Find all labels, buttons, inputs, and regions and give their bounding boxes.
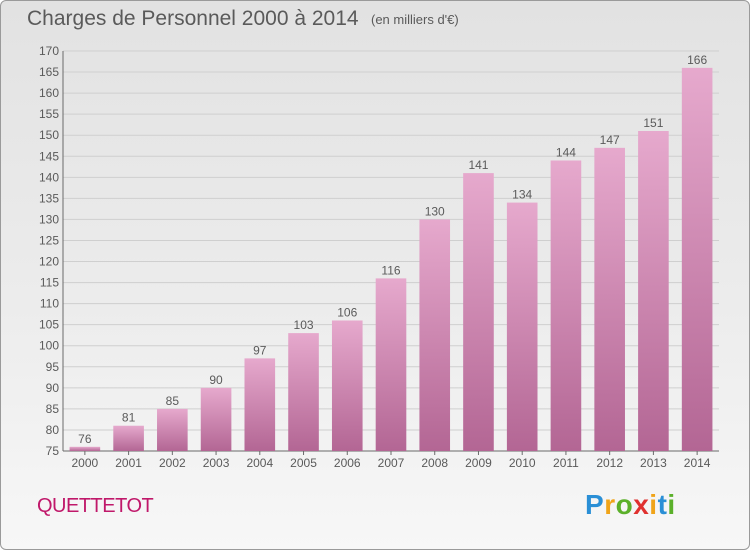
x-tick-label: 2000	[72, 456, 99, 470]
data-label: 90	[209, 373, 223, 387]
x-tick-label: 2012	[596, 456, 623, 470]
bar	[638, 131, 669, 451]
data-label: 130	[425, 204, 445, 218]
data-label: 76	[78, 432, 92, 446]
logo-letter: P	[585, 489, 605, 520]
y-tick-label: 95	[46, 360, 60, 374]
y-tick-label: 115	[40, 276, 59, 290]
y-tick-label: 155	[39, 107, 59, 121]
bar	[331, 320, 363, 451]
data-label: 144	[556, 145, 576, 159]
y-tick-label: 150	[39, 128, 59, 142]
x-tick-label: 2011	[553, 456, 579, 470]
bar	[113, 425, 144, 451]
data-label: 147	[600, 133, 620, 147]
x-tick-label: 2007	[378, 456, 405, 470]
bar	[463, 173, 494, 451]
y-tick-label: 105	[39, 318, 59, 332]
x-tick-label: 2003	[203, 456, 230, 470]
chart-title: Charges de Personnel 2000 à 2014	[27, 7, 359, 30]
data-label: 85	[166, 394, 180, 408]
x-tick-label: 2014	[684, 456, 711, 470]
y-tick-label: 170	[39, 44, 59, 58]
y-tick-label: 90	[46, 381, 60, 395]
y-tick-label: 120	[39, 255, 59, 269]
logo-letter: i	[649, 489, 658, 520]
bar	[244, 358, 276, 451]
y-tick-label: 130	[39, 212, 59, 226]
logo-letter: i	[667, 489, 676, 520]
y-tick-label: 75	[46, 444, 60, 458]
x-tick-label: 2005	[290, 456, 317, 470]
data-label: 103	[294, 318, 314, 332]
bar	[681, 67, 713, 451]
bar	[506, 202, 538, 451]
data-label: 134	[512, 188, 532, 202]
x-tick-label: 2002	[159, 456, 186, 470]
data-label: 106	[337, 305, 357, 319]
x-tick-label: 2008	[421, 456, 448, 470]
data-label: 141	[468, 158, 488, 172]
y-tick-label: 145	[39, 149, 59, 163]
x-tick-label: 2010	[509, 456, 536, 470]
bar	[550, 160, 582, 451]
bar	[375, 278, 407, 451]
x-tick-label: 2013	[640, 456, 667, 470]
y-tick-label: 140	[39, 170, 59, 184]
data-label: 166	[687, 53, 707, 67]
y-tick-label: 125	[39, 233, 59, 247]
chart-unit: (en milliers d'€)	[371, 12, 459, 27]
data-label: 81	[122, 411, 136, 425]
logo-letter: t	[657, 489, 668, 520]
x-tick-label: 2006	[334, 456, 361, 470]
data-label: 97	[253, 343, 267, 357]
bar	[594, 147, 625, 451]
bar	[288, 333, 319, 451]
commune-name: QUETTETOT	[37, 495, 154, 517]
data-label: 151	[643, 116, 663, 130]
logo-letter: x	[633, 489, 650, 520]
logo-letter: r	[604, 489, 616, 520]
data-label: 116	[381, 263, 400, 277]
x-tick-label: 2004	[246, 456, 273, 470]
bar	[157, 408, 188, 451]
proxiti-logo: Proxiti	[585, 489, 676, 521]
y-tick-label: 165	[39, 65, 59, 79]
y-tick-label: 160	[39, 86, 59, 100]
y-tick-label: 85	[46, 402, 60, 416]
bar	[200, 387, 232, 451]
x-tick-label: 2009	[465, 456, 492, 470]
x-tick-label: 2001	[115, 456, 142, 470]
logo-letter: o	[615, 489, 634, 520]
y-tick-label: 110	[40, 297, 59, 311]
y-tick-label: 80	[46, 423, 60, 437]
bar	[419, 219, 451, 451]
bar	[69, 446, 101, 451]
y-tick-label: 100	[39, 339, 59, 353]
y-tick-label: 135	[39, 191, 59, 205]
